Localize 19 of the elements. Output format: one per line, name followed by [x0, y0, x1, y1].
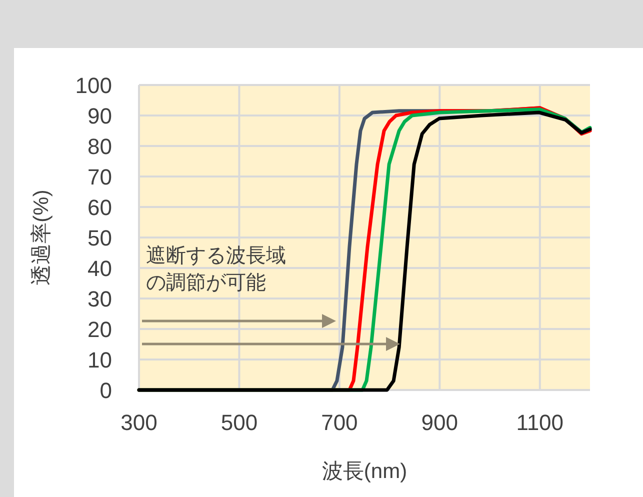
- x-axis-title: 波長(nm): [322, 460, 408, 483]
- y-tick-label: 60: [88, 195, 112, 220]
- x-tick-label: 1100: [516, 410, 564, 435]
- x-tick-label: 500: [220, 410, 258, 435]
- y-tick-label: 70: [88, 164, 112, 190]
- y-tick-label: 40: [88, 256, 112, 281]
- y-tick-label: 30: [88, 286, 112, 312]
- annotation: 遮断する波長域の調節が可能: [146, 244, 287, 296]
- y-tick-label: 50: [88, 226, 112, 250]
- x-tick-label: 300: [120, 410, 158, 435]
- y-tick-label: 80: [88, 134, 112, 159]
- x-tick-label: 700: [321, 410, 358, 435]
- y-tick-label: 0: [100, 378, 112, 403]
- y-tick-label: 100: [75, 73, 112, 98]
- y-tick-label: 90: [88, 104, 112, 128]
- y-axis-title: 透過率(%): [30, 190, 53, 286]
- y-tick-label: 20: [88, 317, 112, 342]
- y-tick-label: 10: [88, 348, 112, 372]
- x-tick-label: 900: [421, 410, 458, 435]
